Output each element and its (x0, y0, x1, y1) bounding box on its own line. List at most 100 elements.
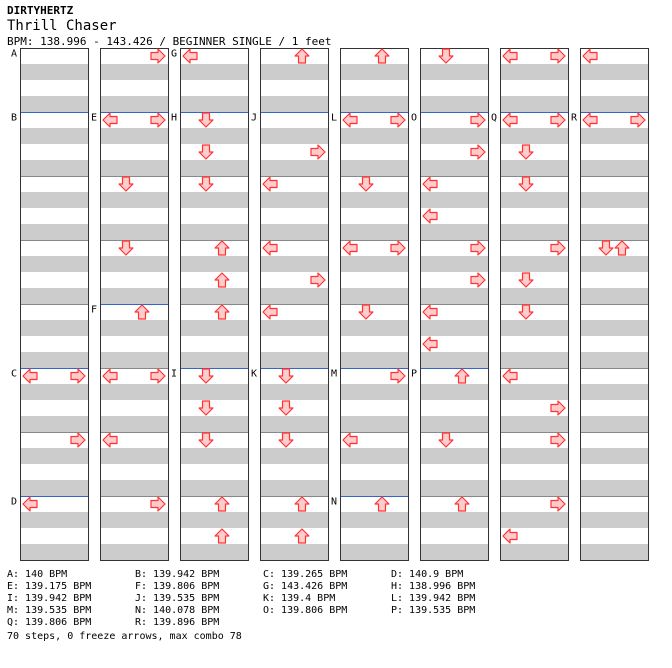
beat-stripe (420, 288, 488, 304)
beat-stripe (260, 256, 328, 272)
beat-stripe (100, 96, 168, 112)
beat-stripe (340, 224, 408, 240)
step-arrow-left-icon (342, 240, 358, 256)
step-arrow-right-icon (550, 400, 566, 416)
beat-stripe (580, 64, 648, 80)
beat-stripe (180, 160, 248, 176)
step-arrow-up-icon (614, 240, 630, 256)
step-arrow-down-icon (278, 368, 294, 384)
beat-stripe (180, 64, 248, 80)
step-arrow-down-icon (198, 368, 214, 384)
step-arrow-right-icon (550, 432, 566, 448)
measure-line-layer (20, 48, 648, 497)
bpm-legend-entry: F: 139.806 BPM (135, 581, 220, 592)
beat-stripe (420, 224, 488, 240)
beat-stripe (340, 288, 408, 304)
beat-stripe (420, 192, 488, 208)
beat-stripe (20, 64, 88, 80)
step-arrow-left-icon (502, 368, 518, 384)
bpm-marker-label: Q (491, 113, 497, 124)
beat-stripe (420, 96, 488, 112)
beat-stripe (420, 544, 488, 560)
beat-stripe (340, 320, 408, 336)
bpm-legend-entry: E: 139.175 BPM (7, 581, 92, 592)
beat-stripe (500, 320, 568, 336)
beat-stripe (420, 448, 488, 464)
step-arrow-right-icon (390, 112, 406, 128)
beat-stripe (180, 480, 248, 496)
beat-stripe (180, 128, 248, 144)
step-arrow-up-icon (454, 496, 470, 512)
step-arrow-down-icon (198, 432, 214, 448)
bpm-marker-label: O (411, 113, 417, 124)
beat-stripe (260, 128, 328, 144)
beat-stripe (100, 384, 168, 400)
step-arrow-down-icon (358, 304, 374, 320)
beat-stripe (420, 512, 488, 528)
beat-stripe (340, 544, 408, 560)
beat-stripe (420, 320, 488, 336)
beat-stripe (340, 256, 408, 272)
bpm-legend-entry: M: 139.535 BPM (7, 605, 92, 616)
step-arrow-left-icon (262, 240, 278, 256)
beat-stripe (100, 448, 168, 464)
step-arrow-right-icon (310, 144, 326, 160)
beat-stripe (580, 448, 648, 464)
beat-stripe (340, 64, 408, 80)
beat-stripe (500, 160, 568, 176)
beat-stripe (180, 512, 248, 528)
beat-stripe (20, 320, 88, 336)
bpm-legend-entry: A: 140 BPM (7, 569, 68, 580)
beat-stripe (340, 384, 408, 400)
beat-stripe (100, 64, 168, 80)
beat-stripe (100, 416, 168, 432)
step-summary: 70 steps, 0 freeze arrows, max combo 78 (7, 631, 242, 642)
beat-stripe (180, 416, 248, 432)
beat-stripe (580, 288, 648, 304)
beat-stripe (340, 448, 408, 464)
step-arrow-left-icon (422, 176, 438, 192)
bpm-marker-label: N (331, 497, 337, 508)
step-arrow-up-icon (294, 528, 310, 544)
step-arrow-up-icon (214, 304, 230, 320)
step-arrow-up-icon (374, 48, 390, 64)
beat-stripe (100, 128, 168, 144)
bpm-legend-entry: N: 140.078 BPM (135, 605, 220, 616)
step-arrow-down-icon (198, 176, 214, 192)
beat-stripe (580, 544, 648, 560)
arrow-layer (22, 48, 646, 544)
beat-stripe (340, 96, 408, 112)
beat-stripe (580, 512, 648, 528)
step-arrow-right-icon (550, 112, 566, 128)
beat-stripe (340, 480, 408, 496)
step-arrow-down-icon (518, 272, 534, 288)
step-arrow-down-icon (518, 304, 534, 320)
step-arrow-up-icon (134, 304, 150, 320)
step-arrow-right-icon (470, 112, 486, 128)
beat-stripe (580, 352, 648, 368)
step-arrow-right-icon (550, 48, 566, 64)
beat-stripe (20, 480, 88, 496)
beat-stripe (580, 128, 648, 144)
stripe-layer (20, 64, 648, 560)
beat-stripe (260, 384, 328, 400)
step-arrow-right-icon (550, 496, 566, 512)
beat-stripe (500, 544, 568, 560)
step-arrow-right-icon (310, 272, 326, 288)
beat-stripe (500, 416, 568, 432)
step-arrow-right-icon (470, 144, 486, 160)
step-arrow-up-icon (214, 528, 230, 544)
beat-stripe (100, 480, 168, 496)
beat-stripe (260, 224, 328, 240)
beat-stripe (500, 288, 568, 304)
step-arrow-left-icon (342, 112, 358, 128)
beat-stripe (500, 224, 568, 240)
beat-stripe (260, 480, 328, 496)
beat-stripe (340, 512, 408, 528)
chart-column (100, 48, 169, 561)
beat-stripe (180, 256, 248, 272)
beat-stripe (100, 224, 168, 240)
bpm-legend-entry: L: 139.942 BPM (391, 593, 476, 604)
step-arrow-right-icon (70, 368, 86, 384)
